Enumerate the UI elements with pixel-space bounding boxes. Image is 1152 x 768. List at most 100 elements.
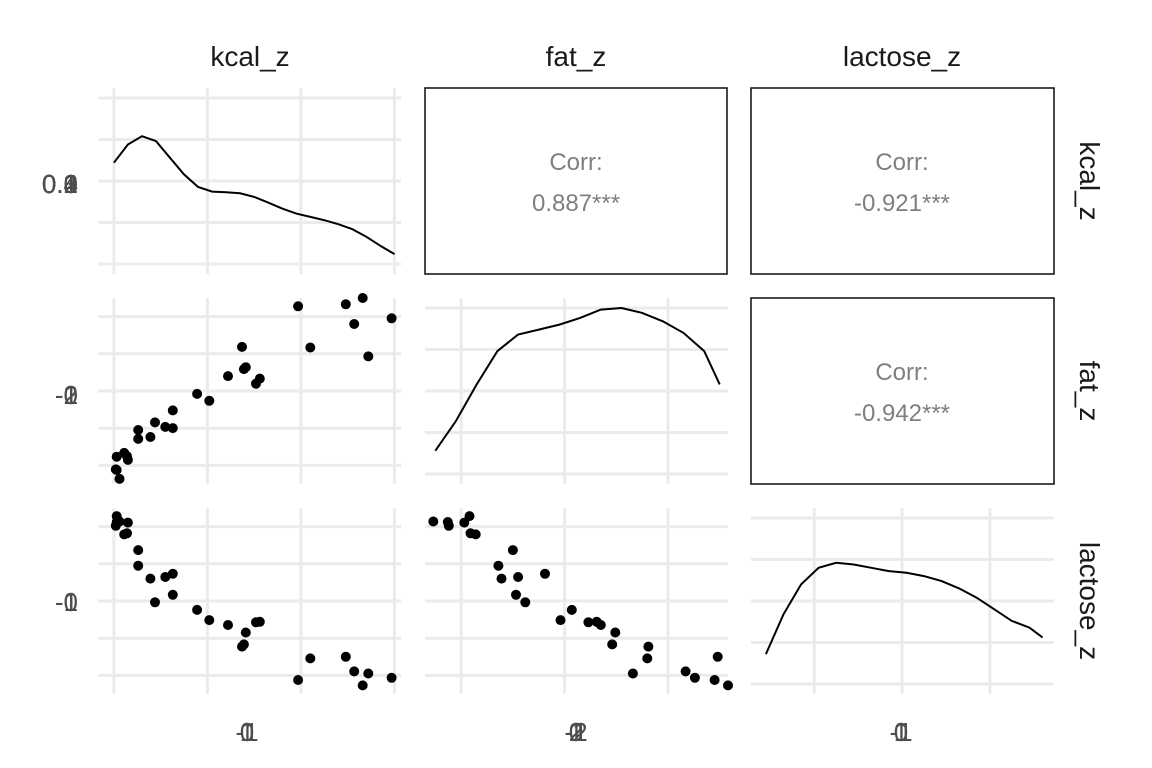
scatter-point [520, 597, 531, 608]
x-tick-label: 1 [894, 717, 908, 747]
scatter-point [305, 342, 316, 353]
scatter-point [357, 293, 368, 303]
scatter-point [111, 451, 122, 462]
corr-panel-fat-lactose: Corr: -0.942*** [750, 297, 1055, 485]
corr-label: Corr: [875, 149, 928, 176]
scatter-point [223, 371, 233, 382]
scatter-point [167, 423, 178, 434]
y-tick-label: 0 [64, 587, 78, 617]
corr-value: 0.887*** [532, 190, 620, 217]
corr-panel-kcal-lactose: Corr: -0.921*** [750, 87, 1055, 275]
corr-label: Corr: [875, 359, 928, 386]
x-tick-label: -2 [564, 717, 587, 747]
x-tick-label: 2 [569, 717, 583, 747]
x-tick-label: 1 [240, 717, 254, 747]
scatter-point [566, 604, 577, 615]
scatter-point [642, 653, 653, 664]
scatter-point [555, 615, 566, 626]
y-tick-label: 1 [64, 587, 78, 617]
scatter-point [493, 560, 504, 571]
scatter-point [583, 617, 594, 628]
y-tick-label: -2 [55, 380, 78, 410]
strip-label-fat-z: fat_z [546, 41, 607, 72]
scatter-point [709, 675, 720, 685]
y-tick-label: -1 [55, 380, 78, 410]
scatter-point [204, 615, 215, 626]
scatter-point [340, 651, 351, 662]
scatter-point [111, 465, 122, 475]
scatter-point [513, 572, 524, 582]
corr-label: Corr: [549, 149, 602, 176]
scatter-point [167, 405, 178, 416]
y-tick-label: 0.3 [42, 169, 78, 199]
x-tick-label: -1 [889, 717, 912, 747]
scatter-point [349, 319, 360, 329]
y-tick-label: 0 [64, 380, 78, 410]
scatter-point [160, 572, 171, 582]
scatter-point [293, 301, 304, 312]
y-tick-label: 0.1 [42, 169, 78, 199]
scatter-point [363, 351, 374, 362]
scatter-point [363, 668, 374, 679]
scatter-point [133, 560, 144, 571]
strip-label-row-kcal-z: kcal_z [1074, 141, 1105, 220]
scatter-point [133, 433, 144, 444]
scatter-point [386, 672, 397, 683]
y-tick-label: 0.0 [42, 169, 78, 199]
corr-value: -0.942*** [854, 400, 950, 427]
corr-value: -0.921*** [854, 190, 950, 217]
density-curve-fat-z [434, 306, 721, 452]
scatter-point [496, 573, 507, 584]
density-curve-lactose-z [764, 561, 1044, 655]
y-tick-label: 0.2 [42, 169, 78, 199]
scatter-point [643, 641, 654, 652]
scatter-point [386, 313, 397, 324]
scatter-point [511, 589, 521, 600]
x-tick-label: 0 [569, 717, 583, 747]
scatter-point [428, 516, 439, 527]
y-tick-label: 1 [64, 380, 78, 410]
x-tick-label: 1 [569, 717, 583, 747]
scatter-point [465, 528, 476, 539]
scatter-point [595, 620, 606, 630]
scatter-point [145, 432, 156, 442]
scatter-point [114, 473, 125, 484]
scatter-point [607, 639, 618, 650]
scatter-point [133, 545, 144, 556]
strip-label-row-fat-z: fat_z [1074, 361, 1105, 422]
scatter-point [167, 589, 178, 600]
strip-label-kcal-z: kcal_z [210, 41, 289, 72]
x-tick-label: -1 [564, 717, 587, 747]
scatter-point [627, 668, 638, 679]
scatter-point [712, 651, 723, 662]
scatter-point [204, 395, 215, 406]
scatter-point [610, 627, 621, 638]
scatter-point [145, 573, 156, 584]
scatter-point [160, 421, 171, 432]
y-tick-label: -1 [55, 587, 78, 617]
scatter-point [240, 627, 251, 638]
x-tick-label: 0 [894, 717, 908, 747]
scatter-point [111, 511, 122, 522]
density-curve-kcal-z [113, 135, 396, 255]
scatter-point [442, 517, 453, 527]
scatter-point [122, 451, 132, 462]
scatter-point [254, 373, 265, 384]
corr-panel-kcal-fat: Corr: 0.887*** [424, 87, 728, 275]
x-tick-label: -1 [235, 717, 258, 747]
scatter-point [305, 653, 316, 664]
strip-label-row-lactose-z: lactose_z [1074, 542, 1105, 660]
scatter-point [223, 620, 233, 630]
scatter-point [540, 568, 550, 579]
scatter-point [237, 341, 247, 352]
scatter-point [340, 299, 351, 310]
scatter-point [238, 364, 249, 375]
scatter-point [464, 511, 475, 522]
scatter-point [192, 388, 203, 399]
scatter-point [293, 675, 304, 685]
scatter-point [150, 417, 160, 428]
scatter-point [133, 425, 144, 435]
scatter-point [122, 517, 133, 528]
